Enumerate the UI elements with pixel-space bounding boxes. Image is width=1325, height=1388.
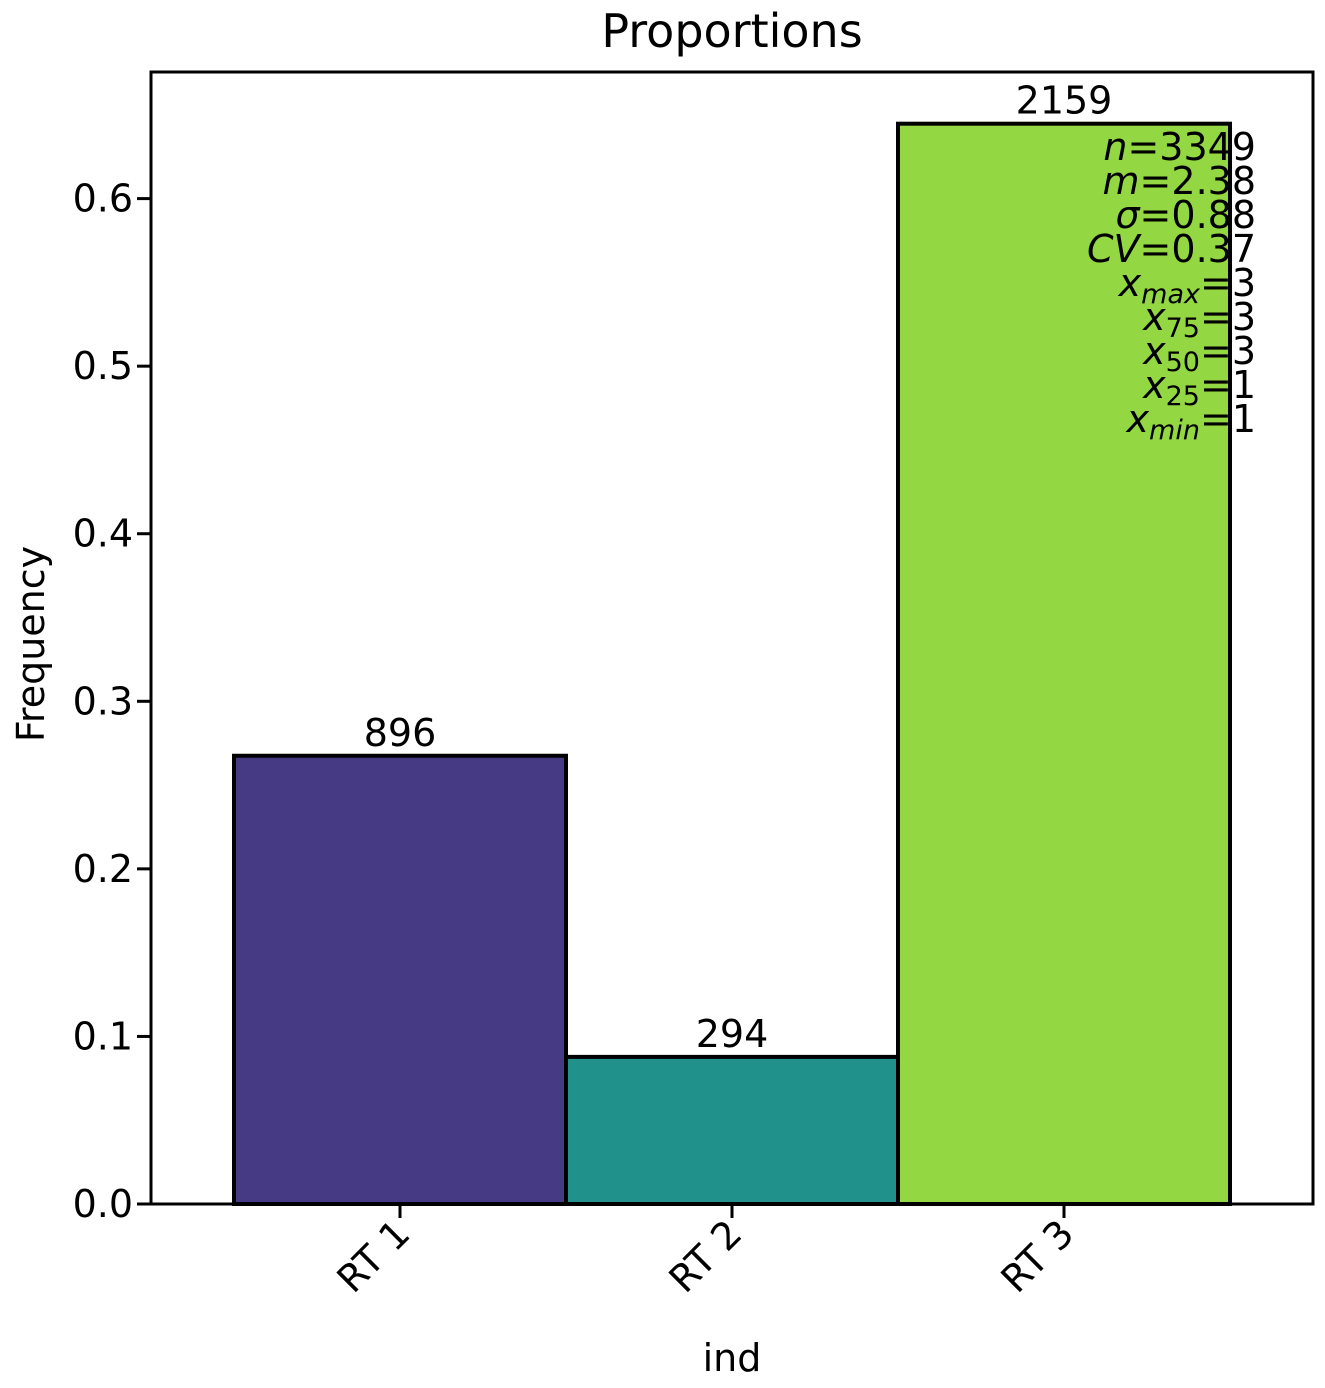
- y-axis: 0.0 0.1 0.2 0.3 0.4 0.5 0.6: [73, 177, 151, 1226]
- bar-rt-1: [232, 753, 568, 1206]
- y-tick-label: 0.1: [73, 1014, 133, 1058]
- x-tick-label: RT 3: [992, 1211, 1082, 1301]
- stats-annotation: n=3349 m=2.38 σ=0.88 CV=0.37 xmax=3 x75=…: [1087, 125, 1256, 446]
- x-axis-label: ind: [703, 1336, 762, 1380]
- y-tick-label: 0.6: [73, 177, 133, 221]
- stat-x-50: x50=3: [1142, 329, 1256, 378]
- stat-cv: CV=0.37: [1087, 227, 1256, 271]
- y-tick-label: 0.4: [73, 512, 133, 556]
- bar-rt-3: [896, 121, 1232, 1206]
- stat-n: n=3349: [1103, 125, 1256, 169]
- stat-x-max: xmax=3: [1118, 261, 1256, 310]
- x-axis: RT 1 RT 2 RT 3: [328, 1204, 1082, 1301]
- y-axis-label: Frequency: [9, 546, 53, 742]
- y-tick-label: 0.0: [73, 1182, 133, 1226]
- stat-mean: m=2.38: [1103, 159, 1256, 203]
- chart-title: Proportions: [601, 4, 862, 58]
- bar-count-label: 896: [364, 711, 437, 755]
- bar-rt-2: [564, 1054, 900, 1206]
- y-tick-label: 0.2: [73, 847, 133, 891]
- y-tick-label: 0.5: [73, 344, 133, 388]
- bar-count-label: 294: [696, 1012, 769, 1056]
- bars-layer: [232, 121, 1232, 1206]
- bar-labels-layer: 896 294 2159: [364, 79, 1113, 1056]
- stat-x-25: x25=1: [1142, 363, 1256, 412]
- stat-x-75: x75=3: [1142, 295, 1256, 344]
- stat-x-min: xmin=1: [1126, 397, 1256, 446]
- x-tick-label: RT 2: [660, 1211, 750, 1301]
- stat-sigma: σ=0.88: [1115, 193, 1256, 237]
- bar-count-label: 2159: [1016, 79, 1113, 123]
- x-tick-label: RT 1: [328, 1211, 418, 1301]
- y-tick-label: 0.3: [73, 679, 133, 723]
